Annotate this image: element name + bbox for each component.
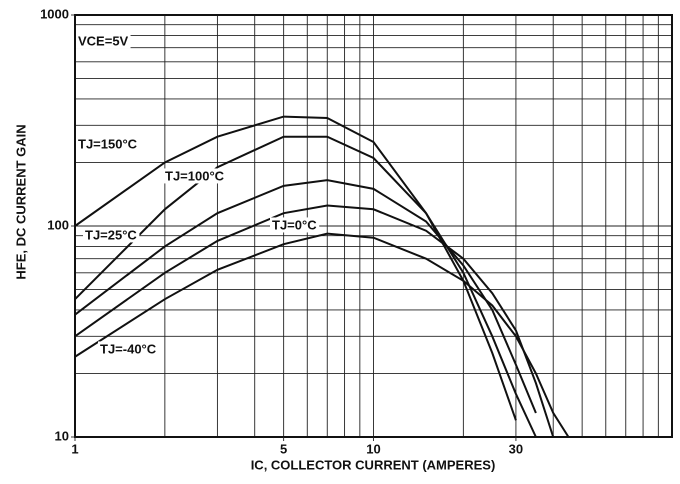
series-label: TJ=-40°C <box>100 341 157 356</box>
label-background <box>76 136 140 152</box>
y-tick-label: 1000 <box>40 6 69 21</box>
x-tick-label: 5 <box>280 441 287 456</box>
series-label: TJ=150°C <box>78 136 138 151</box>
x-tick-label: 1 <box>71 441 78 456</box>
label-background <box>76 33 131 49</box>
label-background <box>270 217 320 233</box>
curve <box>74 179 537 414</box>
annotation: VCE=5V <box>78 33 129 48</box>
x-axis-label: IC, COLLECTOR CURRENT (AMPERES) <box>251 457 496 472</box>
curve <box>74 232 570 438</box>
label-background <box>83 227 140 243</box>
x-tick-label: 10 <box>366 441 380 456</box>
x-tick-label: 30 <box>509 441 523 456</box>
series-label: TJ=25°C <box>85 227 137 242</box>
label-background <box>163 168 227 184</box>
label-background <box>98 341 159 357</box>
series-label: TJ=100°C <box>165 168 225 183</box>
y-axis-label: HFE, DC CURRENT GAIN <box>13 124 28 279</box>
series-label: TJ=0°C <box>272 217 317 232</box>
curve <box>74 115 517 421</box>
y-tick-label: 100 <box>47 217 69 232</box>
curve <box>74 204 555 438</box>
y-tick-label: 10 <box>55 428 69 443</box>
